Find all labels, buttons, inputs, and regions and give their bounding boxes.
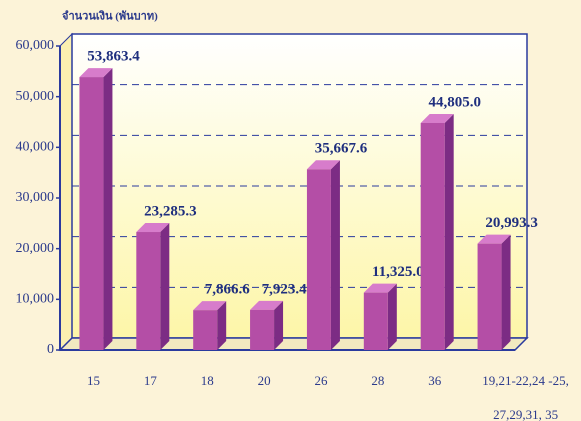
value-label: 23,285.3 xyxy=(144,203,197,219)
x-tick-label: 17 xyxy=(143,373,157,388)
y-axis-title: จำนวนเงิน (พันบาท) xyxy=(62,10,158,23)
bar xyxy=(420,122,445,350)
value-label: 44,805.0 xyxy=(428,94,481,110)
y-tick-label: 60,000 xyxy=(16,38,55,53)
value-label: 11,325.0 xyxy=(372,264,424,280)
bar-side xyxy=(501,234,511,350)
x-tick-label: 28 xyxy=(371,373,385,388)
bar-top xyxy=(79,68,113,78)
bar xyxy=(250,309,275,350)
y-tick-label: 10,000 xyxy=(16,292,55,307)
bar-top xyxy=(363,283,397,293)
y-tick-label: 0 xyxy=(47,342,54,357)
bar-side xyxy=(160,223,170,350)
bar xyxy=(193,310,218,350)
value-label: 53,863.4 xyxy=(87,49,140,65)
y-tick-label: 30,000 xyxy=(16,190,55,205)
bar-top xyxy=(306,160,340,170)
bar-side xyxy=(274,300,284,350)
x-tick-label: 18 xyxy=(200,373,214,388)
y-tick-label: 40,000 xyxy=(16,140,55,155)
bar-side xyxy=(387,283,397,350)
x-tick-label: 19,21-22,24 -25, 27,29,31, 35 xyxy=(482,373,569,421)
value-label: 20,993.3 xyxy=(485,215,538,231)
bar-top xyxy=(420,113,454,123)
bar-top xyxy=(136,223,170,233)
x-tick-label: 20 xyxy=(257,373,271,388)
value-label: 7,923.4 xyxy=(262,281,308,297)
bar xyxy=(136,232,161,350)
x-tick-label: 36 xyxy=(428,373,442,388)
bar-side xyxy=(103,68,113,351)
bar xyxy=(477,243,502,350)
bar-top xyxy=(193,301,227,311)
bar xyxy=(306,169,331,350)
floor xyxy=(58,337,529,351)
left-wall xyxy=(59,32,73,352)
bar xyxy=(79,77,104,351)
x-tick-label: 26 xyxy=(314,373,328,388)
bar-side xyxy=(444,113,454,350)
y-tick-label: 50,000 xyxy=(16,89,55,104)
value-label: 35,667.6 xyxy=(315,141,368,157)
bar-top xyxy=(250,300,284,310)
bar-side xyxy=(217,301,227,350)
value-label: 7,866.6 xyxy=(205,282,251,298)
bar-side xyxy=(330,160,340,350)
y-tick-label: 20,000 xyxy=(16,241,55,256)
x-tick-label: 15 xyxy=(86,373,100,388)
bar xyxy=(363,292,388,350)
bar-top xyxy=(477,234,511,244)
